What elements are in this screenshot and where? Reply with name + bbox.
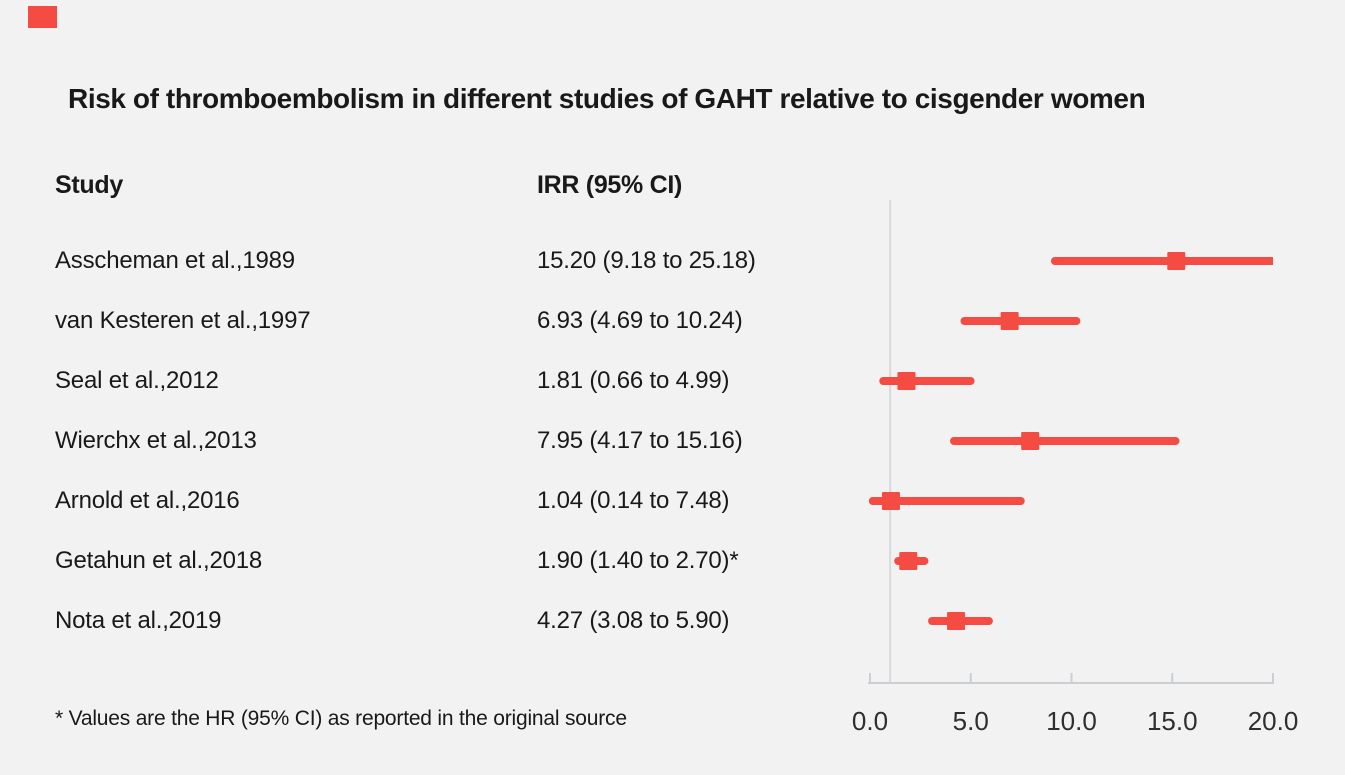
- irr-value: 6.93 (4.69 to 10.24): [537, 307, 743, 334]
- ci-line-cap: [920, 557, 929, 565]
- table-row: Getahun et al.,2018 1.90 (1.40 to 2.70)*: [0, 546, 840, 576]
- ci-line-cap: [1171, 437, 1180, 445]
- study-label: Arnold et al.,2016: [55, 487, 240, 514]
- chart-title: Risk of thromboembolism in different stu…: [68, 82, 1146, 114]
- footnote: * Values are the HR (95% CI) as reported…: [55, 707, 627, 730]
- irr-value: 1.04 (0.14 to 7.48): [537, 487, 730, 514]
- study-label: Wierchx et al.,2013: [55, 427, 257, 454]
- x-axis-tick-label: 20.0: [1248, 706, 1299, 736]
- study-label: Getahun et al.,2018: [55, 547, 263, 574]
- ci-line-cap: [879, 377, 888, 385]
- point-estimate-marker: [881, 492, 900, 510]
- point-estimate-marker: [897, 372, 916, 390]
- x-axis-tick-label: 10.0: [1046, 706, 1097, 736]
- ci-line-cap: [928, 617, 937, 625]
- irr-value: 15.20 (9.18 to 25.18): [537, 247, 756, 274]
- x-axis-tick-label: 15.0: [1147, 706, 1198, 736]
- irr-value: 1.90 (1.40 to 2.70)*: [537, 547, 739, 574]
- table-row: Asscheman et al.,1989 15.20 (9.18 to 25.…: [0, 246, 840, 276]
- point-estimate-marker: [1167, 252, 1186, 270]
- irr-column-header: IRR (95% CI): [537, 171, 683, 199]
- study-label: van Kesteren et al.,1997: [55, 307, 311, 334]
- ci-line-cap: [1016, 497, 1025, 505]
- ci-line-cap: [966, 377, 975, 385]
- irr-value: 7.95 (4.17 to 15.16): [537, 427, 743, 454]
- irr-value: 1.81 (0.66 to 4.99): [537, 367, 730, 394]
- x-axis-tick-label: 5.0: [953, 706, 989, 736]
- ci-line-cap: [984, 617, 993, 625]
- x-axis-tick-label: 0.0: [852, 706, 888, 736]
- point-estimate-marker: [1000, 312, 1019, 330]
- study-label: Asscheman et al.,1989: [55, 247, 295, 274]
- table-row: van Kesteren et al.,1997 6.93 (4.69 to 1…: [0, 306, 840, 336]
- point-estimate-marker: [1021, 432, 1040, 450]
- irr-value: 4.27 (3.08 to 5.90): [537, 607, 730, 634]
- point-estimate-marker: [899, 552, 918, 570]
- ci-line-cap: [1072, 317, 1081, 325]
- study-label: Nota et al.,2019: [55, 607, 222, 634]
- ci-line-cap: [960, 317, 969, 325]
- study-label: Seal et al.,2012: [55, 367, 219, 394]
- ci-line-cap: [868, 497, 877, 505]
- ci-line-cap: [950, 437, 959, 445]
- table-row: Seal et al.,2012 1.81 (0.66 to 4.99): [0, 366, 840, 396]
- brand-mark: [28, 6, 57, 28]
- point-estimate-marker: [947, 612, 966, 630]
- table-row: Nota et al.,2019 4.27 (3.08 to 5.90): [0, 606, 840, 636]
- table-row: Wierchx et al.,2013 7.95 (4.17 to 15.16): [0, 426, 840, 456]
- table-row: Arnold et al.,2016 1.04 (0.14 to 7.48): [0, 486, 840, 516]
- study-column-header: Study: [55, 171, 123, 199]
- ci-line-cap: [1050, 257, 1059, 265]
